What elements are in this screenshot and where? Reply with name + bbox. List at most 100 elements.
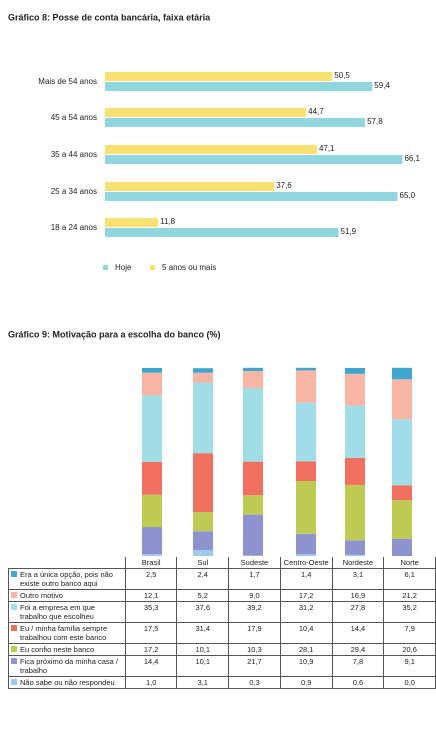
table-cell: 31,4 (176, 622, 230, 644)
bar-segment (345, 373, 365, 406)
table-cell: 7,9 (383, 622, 436, 644)
row-header: Era a única opção, pois não existe outro… (8, 568, 126, 590)
table-cell: 0,9 (279, 676, 333, 689)
bar-segment (392, 500, 412, 539)
row-header: Eu / minha família sempre trabalhou com … (8, 622, 126, 644)
bar-segment (243, 514, 263, 556)
bar-segment (142, 527, 162, 555)
legend-swatch (11, 604, 17, 610)
table-cell: 10,1 (176, 655, 230, 677)
table-cell: 1,7 (228, 568, 281, 590)
table-cell: 10,1 (176, 643, 230, 656)
table-row: Não sabe ou não respondeu 1,0 3,1 0,3 0,9 0,6… (8, 676, 436, 689)
row-header: Não sabe ou não respondeu (8, 676, 126, 689)
table-cell: 14,4 (124, 655, 178, 677)
table-cell: 2,5 (124, 568, 178, 590)
charts: Gráfico 8: Posse de conta bancária, faix… (8, 12, 421, 556)
table-cell: 0,6 (331, 676, 385, 689)
table-row: Outro motivo 12,1 5,2 9,0 17,2 16,9 21,2 (8, 589, 436, 602)
table-cell: 3,1 (331, 568, 385, 590)
bar-segment (296, 533, 316, 555)
data-label: 47,1 (319, 144, 335, 153)
y-tick-label: 45 a 54 anos (51, 113, 97, 122)
bar-segment (243, 367, 263, 372)
bar-segment (243, 371, 263, 388)
table-row: Era a única opção, pois não existe outro… (8, 568, 436, 590)
bar-segment (243, 387, 263, 462)
header-row: Brasil Sul Sudeste Centro-Oeste Nordeste Nort… (8, 557, 436, 569)
column-header: Sudeste (228, 557, 281, 569)
legend-label: 5 anos ou mais (162, 263, 216, 272)
bar-segment (193, 512, 213, 532)
bar-segment (243, 495, 263, 515)
column-header: Norte (383, 557, 436, 569)
row-header: Eu confio neste banco (8, 643, 126, 656)
table-cell: 17,5 (124, 622, 178, 644)
bar-segment (193, 531, 213, 551)
bar-segment (193, 372, 213, 383)
bar-segment (345, 457, 365, 485)
table-cell: 9,0 (228, 589, 281, 602)
table-cell: 35,2 (383, 601, 436, 623)
bar (105, 182, 275, 191)
row-header: Foi a empresa em que trabalho que escolh… (8, 601, 126, 623)
bar-segment (142, 494, 162, 528)
bar-segment (193, 453, 213, 513)
bar-segment (392, 538, 412, 556)
row-label: Não sabe ou não respondeu (20, 678, 115, 687)
bar-segment (345, 368, 365, 374)
y-tick-label: 18 a 24 anos (51, 223, 97, 232)
table-row: Eu / minha família sempre trabalhou com … (8, 622, 436, 644)
table-cell: 10,4 (279, 622, 333, 644)
table-cell: 5,2 (176, 589, 230, 602)
table-cell: 17,9 (228, 622, 281, 644)
bar-segment (345, 554, 365, 556)
table-cell: 17,2 (124, 643, 178, 656)
table-cell: 27,8 (331, 601, 385, 623)
table-row: Fica próximo da minha casa / trabalho 14,… (8, 655, 436, 677)
row-header: Fica próximo da minha casa / trabalho (8, 655, 126, 677)
bar-segment (142, 372, 162, 396)
table-cell: 39,2 (228, 601, 281, 623)
chart-title: Gráfico 9: Motivação para a escolha do b… (8, 329, 221, 339)
data-label: 50,5 (334, 71, 350, 80)
data-label: 59,4 (374, 81, 390, 90)
table-cell: 1,4 (279, 568, 333, 590)
data-label: 11,8 (160, 217, 176, 226)
table-cell: 35,3 (124, 601, 178, 623)
table-cell: 21,2 (383, 589, 436, 602)
table-row: Eu confio neste banco 17,2 10,1 10,3 28,1 29,… (8, 643, 436, 656)
bar-segment (193, 368, 213, 373)
table-cell: 20,6 (383, 643, 436, 656)
column-header: Sul (176, 557, 230, 569)
table-cell: 21,7 (228, 655, 281, 677)
table-cell: 37,6 (176, 601, 230, 623)
table-cell: 7,8 (331, 655, 385, 677)
row-label: Era a única opção, pois não existe outro… (20, 570, 113, 588)
bar-segment (296, 480, 316, 534)
table-cell: 12,1 (124, 589, 178, 602)
row-header: Outro motivo (8, 589, 126, 602)
bar (105, 155, 403, 164)
legend-swatch (11, 658, 17, 664)
row-label: Eu / minha família sempre trabalhou com … (20, 624, 108, 642)
table-cell: 0,3 (228, 676, 281, 689)
bar-segment (142, 368, 162, 373)
bar-segment (345, 405, 365, 458)
legend-swatch (11, 592, 17, 598)
table-cell: 31,2 (279, 601, 333, 623)
bar-segment (392, 379, 412, 420)
y-tick-label: Mais de 54 anos (38, 77, 97, 86)
table-row: Foi a empresa em que trabalho que escolh… (8, 601, 436, 623)
bar (105, 228, 339, 237)
legend-swatch (11, 625, 17, 631)
data-label: 65,0 (400, 191, 416, 200)
bar-segment (345, 484, 365, 541)
bar (105, 192, 398, 201)
bar-segment (345, 540, 365, 555)
bar-segment (296, 402, 316, 462)
row-label: Outro motivo (20, 591, 63, 600)
table-cell: 29,4 (331, 643, 385, 656)
bar-segment (392, 485, 412, 501)
row-label: Foi a empresa em que trabalho que escolh… (20, 603, 96, 621)
